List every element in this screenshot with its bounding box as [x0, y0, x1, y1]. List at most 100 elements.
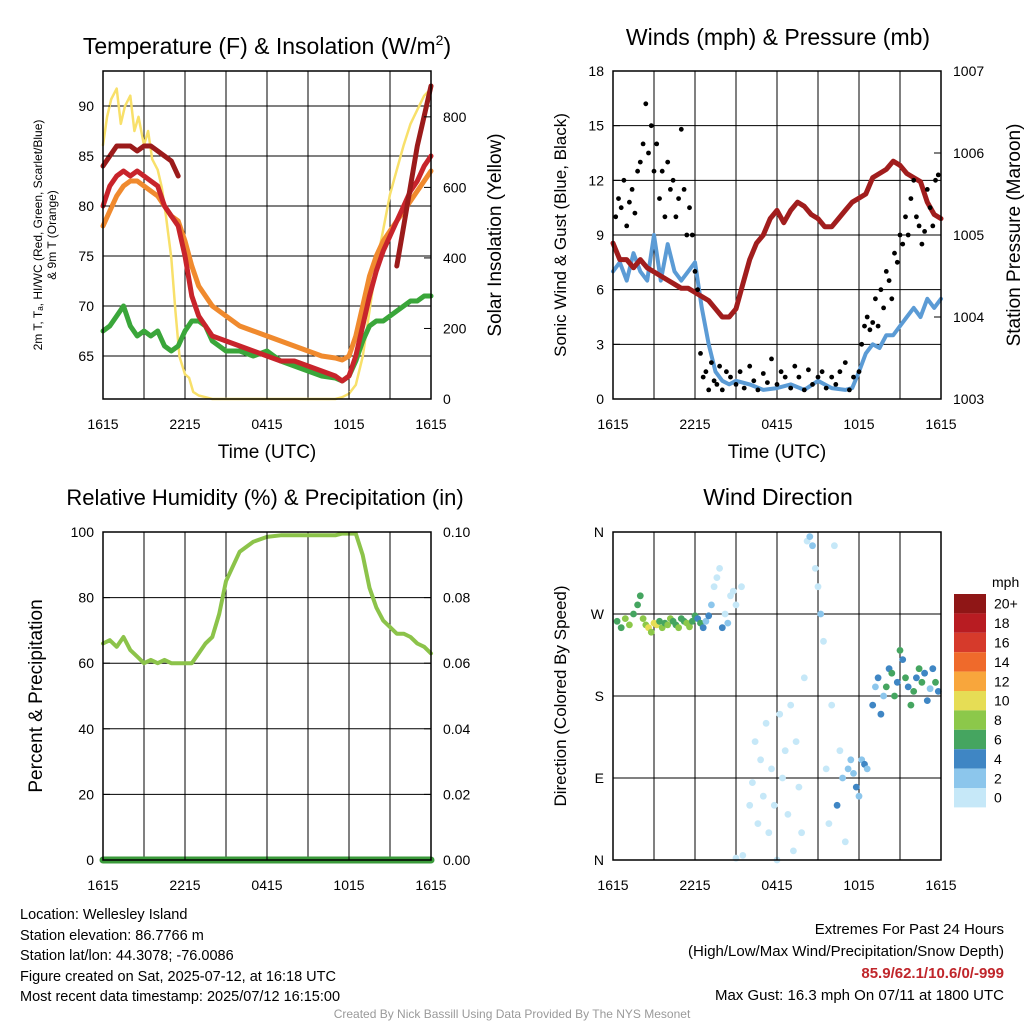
y2-tick-label: 600	[443, 179, 467, 195]
direction-point	[904, 683, 912, 691]
y2-tick-label: 1007	[953, 63, 984, 79]
winds-title: Winds (mph) & Pressure (mb)	[626, 24, 930, 50]
recent-timestamp: Most recent data timestamp: 2025/07/12 1…	[20, 989, 341, 1005]
direction-point	[757, 756, 764, 764]
direction-point	[809, 542, 816, 550]
direction-point	[831, 542, 838, 550]
y-tick-label: 3	[596, 336, 604, 352]
legend-swatch	[954, 788, 986, 808]
x-tick-label: 1615	[925, 877, 956, 893]
direction-point	[833, 801, 841, 809]
y2-tick-label: 0.10	[443, 524, 470, 540]
direction-point	[634, 601, 641, 609]
direction-ylabel: Direction (Colored By Speed)	[551, 585, 570, 806]
direction-point	[647, 628, 655, 636]
y-tick-label: 100	[71, 524, 95, 540]
direction-point	[814, 583, 822, 591]
gust-point	[670, 177, 676, 183]
direction-point	[636, 592, 644, 600]
y2-tick-label: 0.06	[443, 655, 470, 671]
gust-point	[673, 214, 679, 220]
gust-point	[646, 150, 651, 156]
humidity-panel: Relative Humidity (%) & Precipitation (i…	[26, 485, 470, 893]
gust-point	[668, 187, 673, 192]
x-tick-label: 1015	[843, 877, 874, 893]
humidity-line	[101, 531, 433, 666]
legend-swatch	[954, 632, 986, 653]
gust-point	[792, 363, 798, 369]
y-tick-label: 65	[78, 348, 94, 364]
gust-point	[657, 196, 662, 202]
direction-point	[746, 801, 754, 809]
gust-point	[810, 382, 815, 387]
direction-point	[770, 801, 778, 809]
direction-point	[893, 678, 901, 686]
gust-point	[847, 387, 852, 393]
direction-axes: 1615 2215 0415 1015 1615 N E S W N	[591, 524, 957, 893]
direction-point	[932, 678, 939, 686]
y2-tick-label: 400	[443, 250, 467, 266]
y2-tick-label: 0.08	[443, 590, 470, 606]
direction-point	[923, 697, 931, 704]
legend-label: 8	[994, 712, 1002, 728]
x-tick-label: 1615	[925, 416, 956, 432]
gust-point	[903, 214, 908, 220]
heat-index-line	[100, 83, 434, 269]
direction-point	[795, 783, 803, 791]
direction-point	[880, 692, 887, 700]
temp-2m-line	[100, 153, 434, 384]
gust-point	[728, 374, 733, 380]
legend-swatch	[954, 613, 986, 633]
gust-point	[760, 371, 766, 376]
legend-label: 14	[994, 654, 1010, 670]
y2-tick-label: 1005	[953, 227, 984, 243]
direction-point	[869, 701, 877, 709]
winds-axes: 1615 2215 0415 1015 1615 0 3 6 9 12 15 18 1003 1004 10…	[588, 63, 984, 432]
direction-point	[872, 683, 879, 691]
direction-point	[910, 688, 918, 695]
gust-point	[878, 287, 884, 293]
gust-point	[823, 385, 829, 391]
legend-label: 6	[994, 732, 1002, 748]
gust-point	[714, 382, 720, 387]
direction-point	[811, 565, 819, 572]
gust-point	[892, 250, 897, 256]
gust-point	[870, 320, 876, 325]
legend-swatch	[954, 652, 986, 672]
direction-panel: Wind Direction 1615 2215 0415 1015 1615 N E S W N…	[551, 484, 1019, 893]
direction-point	[713, 574, 721, 581]
direction-point	[751, 738, 759, 745]
direction-point	[918, 678, 926, 686]
gust-point	[662, 214, 668, 220]
station-latlon: Station lat/lon: 44.3078; -76.0086	[20, 948, 234, 964]
gust-point	[930, 223, 936, 229]
gust-point	[695, 287, 701, 293]
gust-point	[681, 187, 687, 192]
direction-point	[716, 565, 723, 572]
y2-tick-label: 0.04	[443, 721, 470, 737]
x-tick-label: 1015	[333, 877, 364, 893]
direction-point	[792, 738, 800, 745]
winds-panel: Winds (mph) & Pressure (mb) 1615 2215 0415…	[551, 24, 1024, 463]
gust-point	[922, 229, 927, 234]
direction-point	[855, 792, 863, 800]
y-tick-label: S	[595, 688, 604, 704]
direction-point	[724, 619, 732, 627]
gust-point	[733, 382, 739, 387]
gust-point	[635, 168, 640, 174]
temperature-y2label: Solar Insolation (Yellow)	[485, 133, 506, 336]
gust-point	[706, 387, 712, 393]
gust-point	[648, 123, 654, 129]
direction-series	[613, 533, 942, 864]
extremes-values: 85.9/62.1/10.6/0/-999	[861, 965, 1004, 982]
legend-label: 4	[994, 751, 1002, 767]
direction-point	[852, 783, 860, 791]
direction-point	[806, 533, 814, 540]
gust-point	[692, 269, 698, 274]
y-tick-label: 90	[78, 98, 94, 114]
direction-point	[739, 852, 747, 859]
x-tick-label: 1615	[597, 877, 628, 893]
direction-point	[877, 710, 885, 718]
direction-point	[929, 665, 937, 673]
temperature-title: Temperature (F) & Insolation (W/m2)	[83, 32, 451, 59]
